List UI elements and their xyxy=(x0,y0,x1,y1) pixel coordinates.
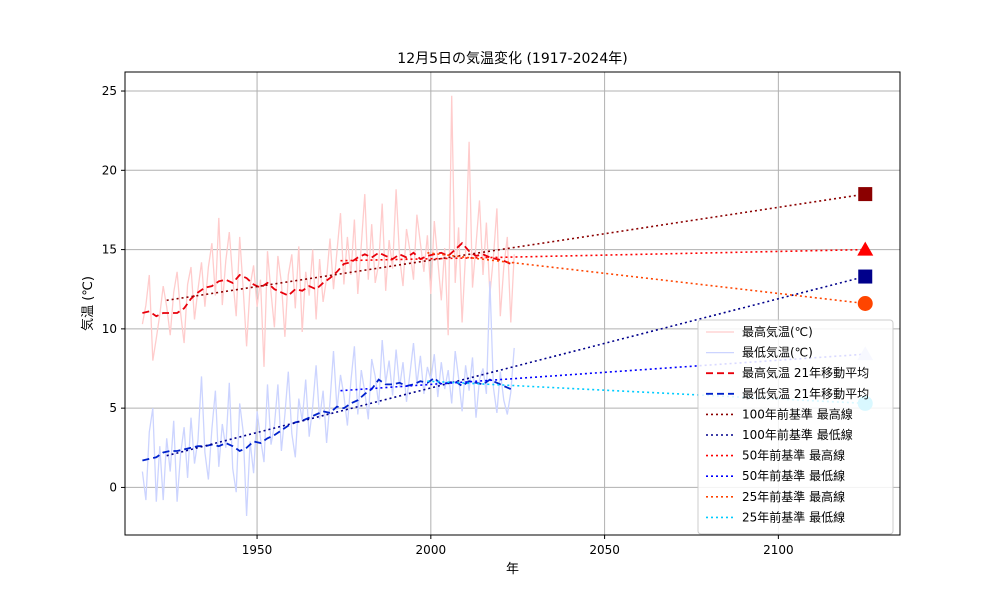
legend-label: 100年前基準 最高線 xyxy=(742,406,853,421)
x-tick-label: 1950 xyxy=(242,543,273,557)
end-marker-square xyxy=(858,187,873,202)
x-tick-label: 2050 xyxy=(589,543,620,557)
y-tick-label: 0 xyxy=(109,480,117,494)
legend-label: 50年前基準 最低線 xyxy=(742,468,845,483)
legend-box xyxy=(697,319,894,535)
legend-label: 100年前基準 最低線 xyxy=(742,427,853,442)
legend-label: 25年前基準 最高線 xyxy=(742,489,845,504)
x-axis-label: 年 xyxy=(506,562,519,577)
y-axis-label: 気温 (℃) xyxy=(80,276,96,331)
legend-label: 最高気温(℃) xyxy=(742,324,813,339)
legend-label: 最低気温(℃) xyxy=(742,345,813,360)
y-tick-label: 10 xyxy=(102,322,117,336)
end-marker-triangle xyxy=(857,241,874,256)
legend-label: 50年前基準 最高線 xyxy=(742,448,845,463)
series-line-8 xyxy=(427,252,866,305)
series-line-2 xyxy=(142,241,515,318)
chart-title: 12月5日の気温変化 (1917-2024年) xyxy=(397,50,627,67)
legend-label: 最低気温 21年移動平均 xyxy=(742,386,869,401)
axis-ticks: 1950 2000 2050 2100 0 5 10 15 20 25 xyxy=(102,84,794,557)
series-line-1 xyxy=(141,281,515,517)
y-tick-label: 25 xyxy=(102,84,117,98)
y-tick-label: 5 xyxy=(109,401,117,415)
legend-label: 最高気温 21年移動平均 xyxy=(742,365,869,380)
x-tick-label: 2000 xyxy=(416,543,447,557)
grid xyxy=(125,72,900,535)
y-tick-label: 15 xyxy=(102,243,117,257)
end-marker-circle xyxy=(857,296,873,311)
x-tick-label: 2100 xyxy=(763,543,794,557)
plot-frame xyxy=(124,71,901,536)
legend-label: 25年前基準 最低線 xyxy=(742,509,845,524)
series-line-3 xyxy=(142,376,515,462)
series-line-4 xyxy=(166,193,866,302)
series-line-5 xyxy=(166,275,866,457)
end-marker-square xyxy=(858,269,873,284)
series-layer xyxy=(141,95,866,517)
series-line-0 xyxy=(141,95,515,367)
y-tick-label: 20 xyxy=(102,163,117,177)
